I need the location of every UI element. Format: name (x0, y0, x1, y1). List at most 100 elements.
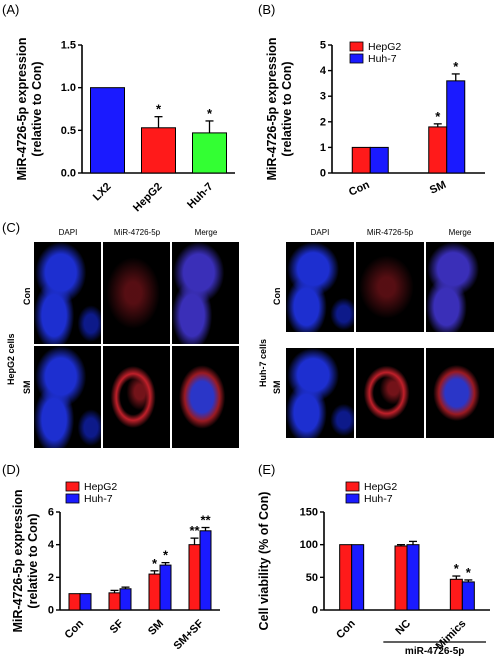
bar (406, 544, 420, 611)
y-axis-label: MiR-4726-5p expression (15, 37, 29, 180)
bar (119, 588, 132, 611)
x-tick-label: SM (428, 179, 448, 197)
panel-label-b: (B) (258, 2, 276, 17)
micrograph-right-con-dapi (286, 242, 354, 332)
significance-label: ** (189, 523, 200, 538)
header-mirna-right: MiR-4726-5p (366, 228, 414, 237)
panel-label-a: (A) (2, 2, 20, 17)
y-tick-label: 100 (300, 539, 318, 551)
y-tick-label: 2 (48, 572, 54, 584)
significance-label: * (466, 565, 472, 580)
bar (446, 80, 466, 174)
y-tick-label: 6 (48, 507, 54, 519)
y-tick-label: 2 (320, 116, 326, 128)
y-tick-label: 0 (48, 605, 54, 617)
legend-swatch (65, 493, 80, 504)
y-tick-label: 1.5 (61, 40, 76, 52)
chart-b: 0 1 2 3 4 5 MiR-4726-5p expression (relative to… (265, 37, 485, 199)
bar (68, 593, 81, 611)
y-axis-label: (relative to Con) (280, 61, 294, 156)
legend-label: Huh-7 (84, 493, 113, 505)
y-axis-label: (relative to Con) (30, 61, 44, 156)
header-merge-left: Merge (194, 228, 218, 237)
micrograph-left-con-mirna (103, 242, 170, 344)
legend-label: HepG2 (84, 481, 117, 493)
x-tick-label: HepG2 (131, 181, 165, 215)
chart-d: 0 2 4 6 MiR-4726-5p expression (relative to C… (11, 481, 220, 652)
bar (449, 578, 463, 611)
chart-e: 0 50 100 150 Cell viability (% of Con) Con NC *… (257, 481, 490, 657)
legend-label: Huh-7 (364, 493, 393, 505)
y-tick-label: 4 (48, 539, 55, 551)
significance-label: * (156, 102, 162, 117)
x-tick-label: Con (347, 179, 372, 199)
header-merge-right: Merge (448, 228, 472, 237)
panel-label-c: (C) (2, 220, 21, 235)
bar (188, 544, 201, 611)
bar (351, 544, 365, 611)
x-tick-label: SM+SF (171, 617, 206, 652)
panel-label-e: (E) (258, 462, 276, 477)
y-tick-label: 1.0 (61, 82, 76, 94)
legend-label: HepG2 (364, 481, 397, 493)
significance-label: * (453, 59, 459, 74)
y-axis-label: MiR-4726-5p expression (265, 37, 279, 180)
legend-swatch (345, 493, 360, 504)
bar (199, 530, 212, 611)
header-dapi-left: DAPI (58, 228, 78, 237)
y-axis-label: Cell viability (% of Con) (257, 492, 271, 631)
legend-swatch (345, 481, 360, 492)
micrograph-right-con-merge (426, 242, 494, 332)
y-tick-label: 50 (306, 572, 318, 584)
header-mirna-left: MiR-4726-5p (113, 228, 161, 237)
bar (79, 593, 92, 611)
chart-a: 0.0 0.5 1.0 1.5 MiR-4726-5p expression (relat… (15, 37, 235, 215)
micrograph-right-sm-mirna (356, 348, 424, 438)
significance-label: ** (200, 513, 211, 528)
bar (90, 87, 125, 174)
micrograph-left-con-merge (172, 242, 239, 344)
y-tick-label: 4 (320, 65, 327, 77)
significance-label: * (207, 106, 213, 121)
x-tick-label: SF (108, 617, 127, 636)
y-tick-label: 150 (300, 507, 318, 519)
bar (369, 146, 389, 174)
x-tick-label: Huh-7 (185, 181, 216, 212)
micrograph-left-sm-dapi (34, 346, 101, 448)
legend-label: HepG2 (368, 41, 401, 53)
significance-label: * (163, 548, 169, 563)
bar (159, 564, 172, 611)
x-tick-label: Con (63, 617, 87, 641)
y-tick-label: 5 (320, 40, 326, 52)
micrograph-right-con-mirna (356, 242, 424, 332)
y-axis-label: (relative to Con) (26, 513, 40, 608)
micrograph-right-sm-dapi (286, 348, 354, 438)
bar (394, 545, 408, 611)
bar (108, 592, 121, 611)
bar (461, 581, 475, 611)
micrograph-left-sm-mirna (103, 346, 170, 448)
y-tick-label: 0.0 (61, 168, 76, 180)
legend-swatch (349, 53, 364, 64)
legend-swatch (349, 41, 364, 52)
group-label: miR-4726-5p (405, 646, 464, 657)
y-tick-label: 3 (320, 91, 326, 103)
legend-label: Huh-7 (368, 53, 397, 65)
microscopy-panel: DAPI MiR-4726-5p Merge Con SM HepG2 cell… (0, 225, 500, 457)
y-tick-label: 0 (312, 605, 318, 617)
header-dapi-right: DAPI (310, 228, 330, 237)
bar (141, 127, 176, 174)
bar (351, 146, 371, 174)
bar (192, 132, 227, 174)
x-tick-label: Con (334, 617, 358, 641)
micrograph-left-con-dapi (34, 242, 101, 344)
legend-swatch (65, 481, 80, 492)
y-axis-label: MiR-4726-5p expression (11, 489, 25, 632)
significance-label: * (152, 556, 158, 571)
panel-label-d: (D) (2, 462, 21, 477)
micrograph-left-sm-merge (172, 346, 239, 448)
significance-label: * (454, 561, 460, 576)
bar (148, 573, 161, 611)
micrograph-right-sm-merge (426, 348, 494, 438)
bar (339, 544, 353, 611)
